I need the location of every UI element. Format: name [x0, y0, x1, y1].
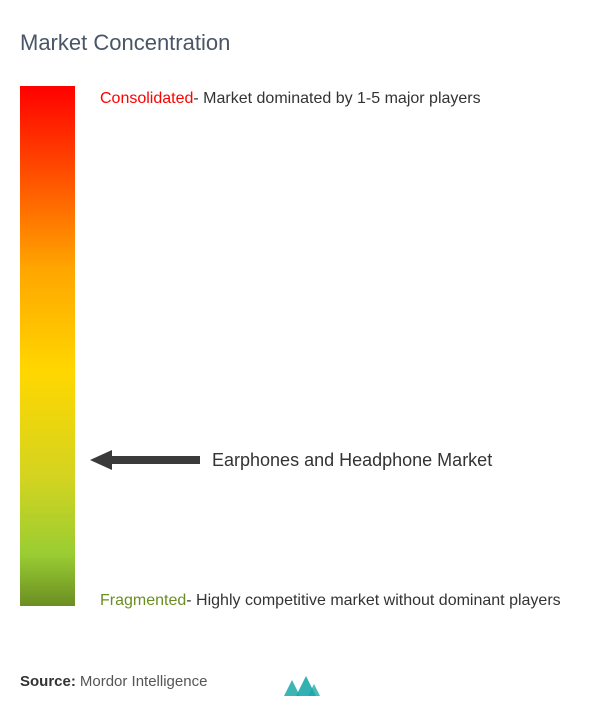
labels-area: Consolidated - Market dominated by 1-5 m…: [90, 86, 584, 606]
fragmented-term: Fragmented: [100, 588, 186, 614]
market-marker: Earphones and Headphone Market: [90, 448, 492, 472]
page-title: Market Concentration: [20, 30, 584, 56]
fragmented-description: - Highly competitive market without domi…: [186, 588, 560, 614]
source-name: Mordor Intelligence: [80, 673, 208, 690]
fragmented-label-row: Fragmented - Highly competitive market w…: [100, 588, 584, 614]
consolidated-term: Consolidated: [100, 86, 193, 112]
content-area: Consolidated - Market dominated by 1-5 m…: [20, 86, 584, 606]
consolidated-description: - Market dominated by 1-5 major players: [193, 86, 480, 112]
consolidated-label-row: Consolidated - Market dominated by 1-5 m…: [100, 86, 584, 112]
source-footer: Source: Mordor Intelligence: [20, 673, 207, 690]
concentration-gradient-bar: [20, 86, 75, 606]
mordor-logo-icon: [282, 672, 322, 700]
source-label: Source:: [20, 673, 76, 690]
arrow-left-icon: [90, 448, 200, 472]
market-name-label: Earphones and Headphone Market: [212, 450, 492, 471]
